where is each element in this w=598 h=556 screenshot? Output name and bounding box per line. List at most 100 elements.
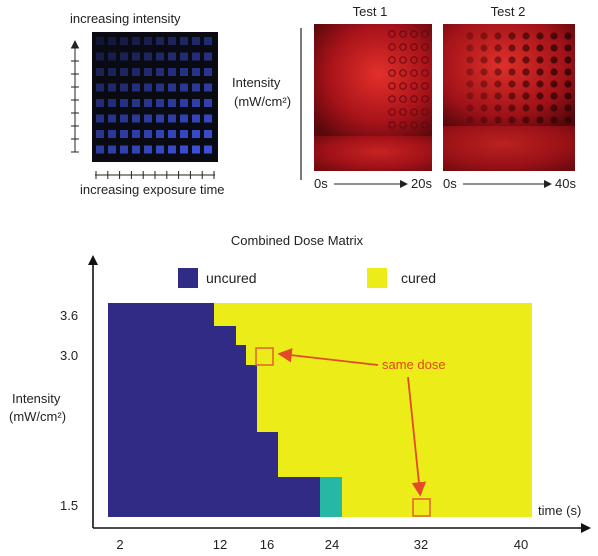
- grid-square: [108, 99, 116, 107]
- grid-square: [144, 145, 152, 154]
- cured-spot: [388, 121, 396, 129]
- panel-b: Intensity (mW/cm²) Test 1 Test 2 0s 20s …: [232, 4, 576, 191]
- same-dose-box-2: [412, 498, 431, 517]
- cured-spot: [522, 56, 530, 64]
- grid-square: [204, 145, 212, 154]
- legend-swatch-uncured: [178, 268, 198, 288]
- cured-spot: [550, 68, 558, 76]
- chart-title: Combined Dose Matrix: [231, 233, 364, 248]
- grid-square: [108, 68, 116, 76]
- cured-spot: [421, 82, 429, 90]
- grid-square: [96, 83, 104, 92]
- grid-square: [120, 130, 128, 138]
- grid-square: [108, 145, 116, 154]
- grid-square: [144, 114, 152, 123]
- grid-square: [192, 52, 200, 61]
- grid-square: [120, 114, 128, 123]
- grid-square: [120, 37, 128, 45]
- legend-swatch-cured: [367, 268, 387, 288]
- cured-spot: [388, 30, 396, 38]
- grid-square: [144, 52, 152, 61]
- cured-spot: [494, 32, 502, 40]
- cured-spot: [494, 68, 502, 76]
- same-dose-label: same dose: [382, 357, 446, 372]
- grid-square: [132, 114, 140, 123]
- grid-square: [144, 83, 152, 92]
- cured-spot: [564, 92, 572, 100]
- grid-square: [192, 68, 200, 76]
- same-dose-box-1: [255, 347, 274, 366]
- cured-spot: [466, 116, 474, 124]
- cured-spot: [536, 56, 544, 64]
- grid-square: [96, 130, 104, 138]
- x-tick-16: 16: [260, 537, 274, 552]
- cured-spot: [564, 116, 572, 124]
- cured-spot: [421, 95, 429, 103]
- cured-spot: [550, 32, 558, 40]
- grid-square: [180, 68, 188, 76]
- grid-square: [156, 130, 164, 138]
- grid-square: [204, 52, 212, 61]
- grid-square: [156, 114, 164, 123]
- y-tick-1.5: 1.5: [60, 498, 78, 513]
- cured-spot: [536, 80, 544, 88]
- cured-spot: [480, 32, 488, 40]
- cured-spot: [522, 44, 530, 52]
- cured-spot: [522, 80, 530, 88]
- cured-spot: [508, 68, 516, 76]
- cured-spot: [421, 108, 429, 116]
- grid-square: [132, 52, 140, 61]
- y-tick-3.0: 3.0: [60, 348, 78, 363]
- cured-spot: [421, 43, 429, 51]
- cured-spot: [480, 80, 488, 88]
- grid-square: [156, 68, 164, 76]
- test-1-end-time: 20s: [411, 176, 432, 191]
- cured-spot: [494, 80, 502, 88]
- grid-square: [180, 145, 188, 154]
- cured-spot: [536, 104, 544, 112]
- x-axis-label: time (s): [538, 503, 581, 518]
- cured-spot: [508, 104, 516, 112]
- transition-cell: [320, 477, 342, 517]
- cured-spot: [399, 69, 407, 77]
- grid-square: [132, 37, 140, 45]
- exposure-grid-squares: [96, 37, 212, 154]
- cured-spot: [480, 104, 488, 112]
- grid-square: [96, 37, 104, 45]
- y-tick-3.6: 3.6: [60, 308, 78, 323]
- test-2-start-time: 0s: [443, 176, 457, 191]
- cured-spot: [388, 95, 396, 103]
- cured-spot: [522, 32, 530, 40]
- grid-square: [96, 114, 104, 123]
- cured-spot: [410, 108, 418, 116]
- test-1-title: Test 1: [353, 4, 388, 19]
- grid-square: [168, 37, 176, 45]
- cured-spot: [508, 44, 516, 52]
- grid-square: [96, 68, 104, 76]
- cured-spot: [522, 68, 530, 76]
- cured-spot: [410, 56, 418, 64]
- grid-square: [192, 130, 200, 138]
- grid-square: [108, 52, 116, 61]
- cured-spot: [410, 69, 418, 77]
- grid-square: [156, 83, 164, 92]
- grid-square: [96, 52, 104, 61]
- cured-spot: [564, 68, 572, 76]
- x-tick-2: 2: [116, 537, 123, 552]
- grid-square: [180, 130, 188, 138]
- cured-spot: [466, 68, 474, 76]
- cured-spot: [421, 121, 429, 129]
- grid-square: [192, 145, 200, 154]
- grid-square: [108, 114, 116, 123]
- cured-spot: [399, 95, 407, 103]
- grid-square: [168, 52, 176, 61]
- panel-a: increasing intensity increasing exposure…: [70, 11, 225, 197]
- cured-spot: [522, 116, 530, 124]
- cured-spot: [508, 32, 516, 40]
- cured-spot: [550, 92, 558, 100]
- test-1-start-time: 0s: [314, 176, 328, 191]
- cured-spot: [480, 44, 488, 52]
- cured-spot: [480, 56, 488, 64]
- cured-spot: [410, 30, 418, 38]
